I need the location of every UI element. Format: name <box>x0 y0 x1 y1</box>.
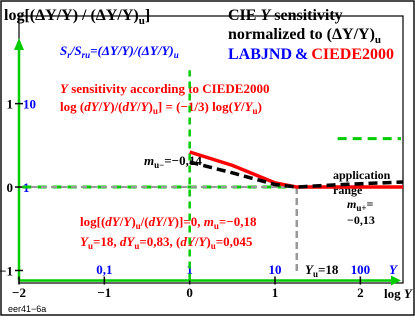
title-line-1: CIE Y sensitivity <box>228 7 343 24</box>
x-axis-unit: log Y <box>384 286 413 301</box>
title-line-2: normalized to (ΔY/Y)u <box>228 26 381 46</box>
blue-y-tick-label: 10 <box>23 97 36 112</box>
footer-code: eer41−6a <box>8 304 46 314</box>
red-annotation-2: Yu=18, dYu=0,83, (dY/Y)u=0,045 <box>80 234 253 251</box>
sensitivity-formula: log (dY/Y)/(dY/Y)u] = (−1/3) log(Y/Yu) <box>60 99 262 116</box>
blue-x-tick-label: 0,1 <box>96 262 112 277</box>
title-line-3: LABJND & CIEDE2000 <box>228 46 394 63</box>
x-tick-label: 2 <box>357 285 364 300</box>
x-axis-arrow <box>391 275 401 286</box>
ratio-annotation: Sr/Sru=(ΔY/Y)/(ΔY/Y)u <box>60 43 179 60</box>
m-plus-label: mu+= <box>347 197 373 213</box>
y-tick-label: 1 <box>7 97 14 112</box>
series-line-labjnd <box>189 160 404 189</box>
x-tick-label: −1 <box>97 285 111 300</box>
y-axis-arrow <box>14 38 24 50</box>
blue-x-tick-label: 1 <box>186 262 193 277</box>
blue-x-tick-label: 10 <box>269 262 282 277</box>
x-tick-label: −2 <box>12 285 26 300</box>
blue-y-letter: Y <box>389 262 398 277</box>
application-range-label: application <box>333 168 391 182</box>
m-plus-value: −0,13 <box>347 213 375 227</box>
y-tick-label: 0 <box>7 180 14 195</box>
y-tick-label: −1 <box>0 263 13 278</box>
x-tick-label: 1 <box>272 285 279 300</box>
yu-label: Yu=18 <box>305 262 339 279</box>
sensitivity-label: Y sensitivity according to CIEDE2000 <box>60 81 269 96</box>
y-axis-title: log[(ΔY/Y) / (ΔY/Y)u] <box>4 7 150 27</box>
blue-x-tick-label: 100 <box>351 262 371 277</box>
red-annotation-1: log[(dY/Y)u/(dY/Y)]=0, mu=−0,18 <box>80 214 257 231</box>
x-tick-label: 0 <box>186 285 193 300</box>
series-line-ciede2000 <box>189 150 403 189</box>
